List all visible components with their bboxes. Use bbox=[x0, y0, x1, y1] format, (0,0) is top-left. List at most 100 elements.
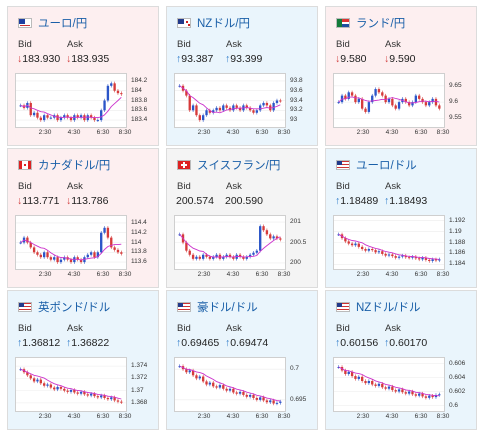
y-tick-label: 1.37 bbox=[131, 386, 144, 394]
rate-card-zarjpy[interactable]: ランド/円 Bid Ask ↓9.580 ↓9.590 9.65 9.6 9.55 2:30 4:… bbox=[325, 6, 477, 146]
candle bbox=[238, 391, 242, 394]
ask-label: Ask bbox=[226, 181, 242, 192]
candle bbox=[367, 102, 371, 112]
rate-card-eurjpy[interactable]: ユーロ/円 Bid Ask ↓183.930 ↓183.935 184.2 184 183.8… bbox=[7, 6, 159, 146]
rate-card-audusd[interactable]: 豪ドル/ドル Bid Ask ↑0.69465 ↑0.69474 0.7 0.695 2:30… bbox=[166, 290, 318, 430]
candle bbox=[32, 112, 36, 116]
candle bbox=[262, 397, 265, 401]
rate-card-chfjpy[interactable]: スイスフラン/円 Bid Ask 200.574 200.590 201 200.5 200 2… bbox=[166, 148, 318, 288]
candle bbox=[89, 115, 93, 118]
candle bbox=[212, 382, 215, 387]
candle bbox=[42, 252, 46, 258]
candle bbox=[238, 254, 242, 257]
y-tick-label: 200 bbox=[290, 258, 301, 266]
candle bbox=[191, 254, 195, 259]
candle bbox=[49, 384, 53, 388]
candle bbox=[66, 390, 69, 392]
candle bbox=[205, 381, 208, 385]
y-tick-label: 0.602 bbox=[449, 387, 466, 395]
y-axis: 1.374 1.372 1.37 1.368 bbox=[129, 357, 159, 412]
candle bbox=[100, 232, 103, 253]
candle bbox=[188, 370, 191, 373]
ask-label: Ask bbox=[385, 323, 401, 334]
rate-card-eurusd[interactable]: ユーロ/ドル Bid Ask ↑1.18489 ↑1.18493 1.192 1.19 1.1… bbox=[325, 148, 477, 288]
candle bbox=[411, 102, 414, 106]
candle bbox=[387, 254, 391, 256]
candle bbox=[245, 105, 248, 108]
candle bbox=[354, 95, 357, 103]
candle bbox=[63, 115, 66, 118]
pair-title[interactable]: ユーロ/円 bbox=[38, 18, 88, 30]
candle bbox=[228, 388, 232, 391]
down-arrow-icon: ↓ bbox=[17, 53, 23, 65]
candle bbox=[185, 369, 188, 373]
candle bbox=[218, 385, 222, 388]
candle bbox=[431, 395, 434, 398]
candle bbox=[222, 256, 225, 259]
down-arrow-icon: ↓ bbox=[335, 53, 341, 65]
pair-title[interactable]: スイスフラン/円 bbox=[197, 160, 281, 172]
bid-value-number: 0.69465 bbox=[181, 337, 220, 349]
y-tick-label: 1.192 bbox=[449, 216, 466, 224]
rate-card-gbpusd[interactable]: 英ポンド/ドル Bid Ask ↑1.36812 ↑1.36822 1.374 1.372 1… bbox=[7, 290, 159, 430]
candle bbox=[354, 376, 357, 379]
candle bbox=[29, 375, 32, 379]
pair-title[interactable]: ランド/円 bbox=[356, 18, 406, 30]
candle bbox=[225, 388, 228, 391]
x-tick-label: 2:30 bbox=[356, 129, 370, 136]
bid-value: ↑0.69465 bbox=[176, 337, 219, 349]
rate-card-nzdjpy[interactable]: NZドル/円 Bid Ask ↑93.387 ↑93.399 93.8 93.6 93.4 93… bbox=[166, 6, 318, 146]
pair-title[interactable]: NZドル/ドル bbox=[356, 302, 421, 314]
candle bbox=[377, 251, 381, 253]
x-axis: 2:30 4:30 6:30 8:30 bbox=[174, 413, 291, 423]
pair-title[interactable]: カナダドル/円 bbox=[38, 160, 111, 172]
candle bbox=[201, 376, 205, 382]
up-arrow-icon: ↑ bbox=[384, 195, 390, 207]
pair-title[interactable]: 豪ドル/ドル bbox=[197, 302, 258, 314]
bid-value: ↑0.60156 bbox=[335, 337, 378, 349]
x-tick-label: 8:30 bbox=[277, 271, 291, 278]
candle bbox=[337, 367, 340, 368]
candle bbox=[371, 249, 374, 251]
pair-title[interactable]: NZドル/円 bbox=[197, 18, 251, 30]
ask-value-number: 113.786 bbox=[71, 195, 109, 207]
candle bbox=[397, 389, 401, 392]
candle bbox=[218, 107, 222, 111]
bid-value-number: 1.18489 bbox=[340, 195, 379, 207]
price-chart bbox=[15, 215, 127, 270]
candle bbox=[205, 110, 208, 116]
candle bbox=[39, 379, 42, 384]
y-tick-label: 9.6 bbox=[449, 98, 459, 106]
candle bbox=[421, 257, 424, 260]
candle bbox=[63, 257, 66, 260]
candle bbox=[259, 105, 262, 111]
candle bbox=[201, 115, 205, 121]
candle bbox=[113, 83, 116, 91]
bid-value-number: 113.771 bbox=[22, 195, 60, 207]
candle bbox=[252, 394, 255, 398]
x-tick-label: 8:30 bbox=[118, 413, 132, 420]
x-tick-label: 2:30 bbox=[197, 129, 211, 136]
pair-title[interactable]: 英ポンド/ドル bbox=[38, 302, 111, 314]
x-axis: 2:30 4:30 6:30 8:30 bbox=[15, 129, 132, 139]
candle bbox=[32, 247, 36, 253]
candle bbox=[86, 394, 89, 396]
candle bbox=[79, 259, 83, 263]
candle bbox=[232, 256, 235, 259]
x-tick-label: 2:30 bbox=[356, 413, 370, 420]
candle bbox=[188, 250, 191, 255]
candle bbox=[222, 105, 225, 111]
candlestick-chart bbox=[334, 220, 444, 265]
candle bbox=[110, 237, 113, 248]
y-tick-label: 200.5 bbox=[290, 238, 307, 246]
rate-card-nzdusd[interactable]: NZドル/ドル Bid Ask ↑0.60156 ↑0.60170 0.606 0.604 0… bbox=[325, 290, 477, 430]
pair-title[interactable]: ユーロ/ドル bbox=[356, 160, 417, 172]
rate-card-cadjpy[interactable]: カナダドル/円 Bid Ask ↓113.771 ↓113.786 114.4 114.2 1… bbox=[7, 148, 159, 288]
up-arrow-icon: ↑ bbox=[176, 53, 182, 65]
y-tick-label: 1.184 bbox=[449, 260, 466, 268]
y-tick-label: 93 bbox=[290, 116, 298, 124]
moving-average-line bbox=[338, 96, 440, 104]
candle bbox=[185, 90, 188, 96]
ask-value: 200.590 bbox=[225, 195, 263, 207]
candle bbox=[76, 392, 79, 394]
